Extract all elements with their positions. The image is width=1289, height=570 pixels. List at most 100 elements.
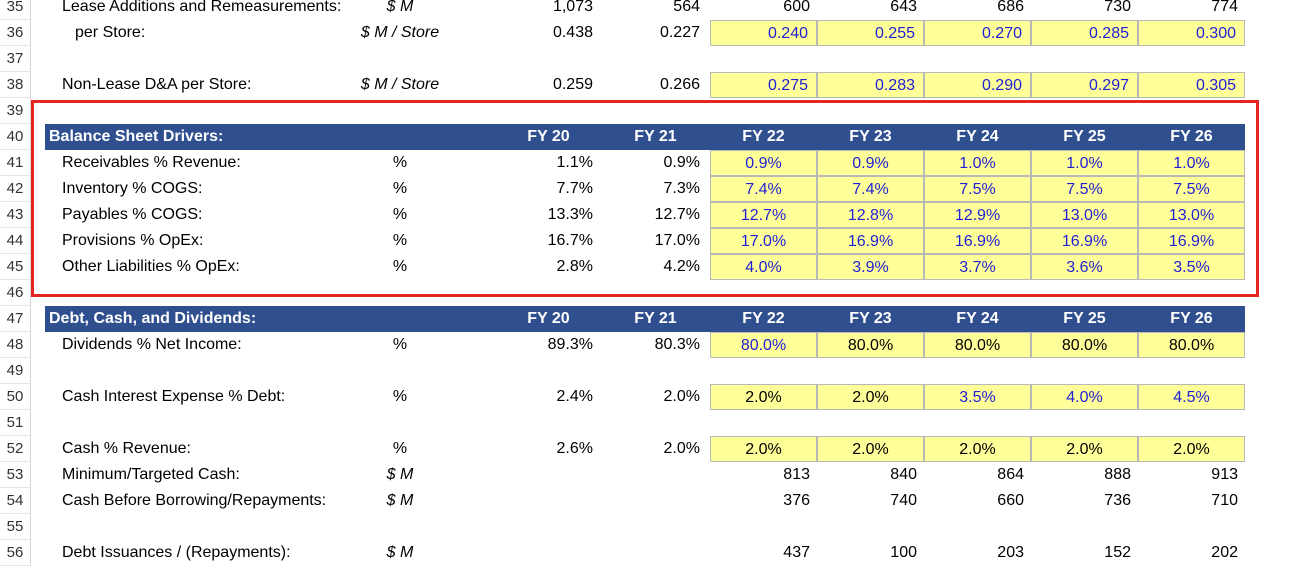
cell-fy22[interactable]: 437 (783, 544, 810, 561)
input-cell-fy25[interactable]: 3.6% (1031, 254, 1138, 280)
input-cell-fy22[interactable]: 80.0% (710, 332, 817, 358)
cell-fy25[interactable]: 152 (1104, 544, 1131, 561)
unit-cell[interactable]: % (392, 258, 408, 275)
cell-fy24[interactable]: 660 (997, 492, 1024, 509)
cell-fy20[interactable]: 13.3% (547, 206, 593, 223)
input-cell-fy22[interactable]: 17.0% (710, 228, 817, 254)
input-cell-fy24[interactable]: 3.5% (924, 384, 1031, 410)
input-cell-fy24[interactable]: 1.0% (924, 150, 1031, 176)
input-cell-fy23[interactable]: 0.9% (817, 150, 924, 176)
input-cell-fy25[interactable]: 0.285 (1031, 20, 1138, 46)
row-label[interactable]: Other Liabilities % OpEx: (62, 258, 240, 275)
row-label[interactable]: Debt Issuances / (Repayments): (62, 544, 291, 561)
input-cell-fy23[interactable]: 12.8% (817, 202, 924, 228)
row-header[interactable]: 54 (0, 488, 31, 514)
input-cell-fy23[interactable]: 0.283 (817, 72, 924, 98)
row-header[interactable]: 55 (0, 514, 31, 540)
input-cell-fy22[interactable]: 0.275 (710, 72, 817, 98)
cell-fy20[interactable]: 0.259 (552, 76, 593, 93)
input-cell-fy25[interactable]: 1.0% (1031, 150, 1138, 176)
input-cell-fy23[interactable]: 80.0% (817, 332, 924, 358)
input-cell-fy25[interactable]: 16.9% (1031, 228, 1138, 254)
input-cell-fy22[interactable]: 4.0% (710, 254, 817, 280)
cell-fy25[interactable]: 736 (1104, 492, 1131, 509)
unit-cell[interactable]: % (392, 180, 408, 197)
row-header[interactable]: 44 (0, 228, 31, 254)
cell-fy20[interactable]: 1.1% (556, 154, 593, 171)
input-cell-fy26[interactable]: 1.0% (1138, 150, 1245, 176)
input-cell-fy24[interactable]: 0.290 (924, 72, 1031, 98)
cell-fy25[interactable]: 730 (1104, 0, 1131, 15)
input-cell-fy26[interactable]: 3.5% (1138, 254, 1245, 280)
input-cell-fy22[interactable]: 2.0% (710, 436, 817, 462)
row-header[interactable]: 42 (0, 176, 31, 202)
cell-fy24[interactable]: 203 (997, 544, 1024, 561)
row-header[interactable]: 46 (0, 280, 31, 306)
cell-fy20[interactable]: 2.6% (556, 440, 593, 457)
row-label[interactable]: Inventory % COGS: (62, 180, 203, 197)
input-cell-fy24[interactable]: 16.9% (924, 228, 1031, 254)
row-label[interactable]: Cash % Revenue: (62, 440, 191, 457)
input-cell-fy24[interactable]: 12.9% (924, 202, 1031, 228)
cell-fy21[interactable]: 12.7% (654, 206, 700, 223)
cell-fy20[interactable]: 89.3% (547, 336, 593, 353)
input-cell-fy23[interactable]: 2.0% (817, 436, 924, 462)
input-cell-fy24[interactable]: 2.0% (924, 436, 1031, 462)
cell-fy23[interactable]: 840 (890, 466, 917, 483)
cell-fy21[interactable]: 2.0% (663, 388, 700, 405)
row-header[interactable]: 36 (0, 20, 31, 46)
cell-fy21[interactable]: 17.0% (654, 232, 700, 249)
row-label[interactable]: Dividends % Net Income: (62, 336, 242, 353)
row-header[interactable]: 39 (0, 98, 31, 124)
cell-fy20[interactable]: 16.7% (547, 232, 593, 249)
cell-fy23[interactable]: 740 (890, 492, 917, 509)
input-cell-fy23[interactable]: 7.4% (817, 176, 924, 202)
input-cell-fy26[interactable]: 7.5% (1138, 176, 1245, 202)
cell-fy26[interactable]: 710 (1211, 492, 1238, 509)
row-label[interactable]: Cash Interest Expense % Debt: (62, 388, 286, 405)
input-cell-fy23[interactable]: 3.9% (817, 254, 924, 280)
cell-fy21[interactable]: 0.9% (663, 154, 700, 171)
cell-fy21[interactable]: 80.3% (654, 336, 700, 353)
row-header[interactable]: 47 (0, 306, 31, 332)
cell-fy20[interactable]: 0.438 (552, 24, 593, 41)
cell-fy22[interactable]: 813 (783, 466, 810, 483)
cell-fy26[interactable]: 202 (1211, 544, 1238, 561)
unit-cell[interactable]: % (392, 206, 408, 223)
row-label[interactable]: Minimum/Targeted Cash: (62, 466, 240, 483)
row-header[interactable]: 38 (0, 72, 31, 98)
input-cell-fy22[interactable]: 7.4% (710, 176, 817, 202)
row-label[interactable]: Payables % COGS: (62, 206, 203, 223)
input-cell-fy23[interactable]: 0.255 (817, 20, 924, 46)
cell-fy20[interactable]: 1,073 (552, 0, 593, 15)
unit-cell[interactable]: $ M (386, 492, 414, 509)
cell-fy21[interactable]: 4.2% (663, 258, 700, 275)
cell-fy21[interactable]: 7.3% (663, 180, 700, 197)
cell-fy24[interactable]: 686 (997, 0, 1024, 15)
row-header[interactable]: 52 (0, 436, 31, 462)
input-cell-fy25[interactable]: 13.0% (1031, 202, 1138, 228)
row-label[interactable]: Lease Additions and Remeasurements: (62, 0, 342, 15)
input-cell-fy25[interactable]: 0.297 (1031, 72, 1138, 98)
section-header-debt-cash-dividends[interactable]: Debt, Cash, and Dividends: FY 20 FY 21 F… (45, 306, 1245, 332)
input-cell-fy22[interactable]: 12.7% (710, 202, 817, 228)
unit-cell[interactable]: $ M / Store (360, 24, 440, 41)
input-cell-fy24[interactable]: 80.0% (924, 332, 1031, 358)
section-header-balance-sheet[interactable]: Balance Sheet Drivers: FY 20 FY 21 FY 22… (45, 124, 1245, 150)
input-cell-fy26[interactable]: 4.5% (1138, 384, 1245, 410)
unit-cell[interactable]: % (392, 232, 408, 249)
input-cell-fy26[interactable]: 80.0% (1138, 332, 1245, 358)
cell-fy26[interactable]: 913 (1211, 466, 1238, 483)
input-cell-fy26[interactable]: 16.9% (1138, 228, 1245, 254)
cell-fy20[interactable]: 2.8% (556, 258, 593, 275)
input-cell-fy25[interactable]: 2.0% (1031, 436, 1138, 462)
row-header[interactable]: 56 (0, 540, 31, 566)
input-cell-fy25[interactable]: 7.5% (1031, 176, 1138, 202)
input-cell-fy26[interactable]: 0.305 (1138, 72, 1245, 98)
input-cell-fy24[interactable]: 3.7% (924, 254, 1031, 280)
row-label[interactable]: Non-Lease D&A per Store: (62, 76, 252, 93)
row-header[interactable]: 35 (0, 0, 31, 20)
unit-cell[interactable]: $ M (386, 544, 414, 561)
row-header[interactable]: 48 (0, 332, 31, 358)
row-label[interactable]: per Store: (75, 24, 146, 41)
